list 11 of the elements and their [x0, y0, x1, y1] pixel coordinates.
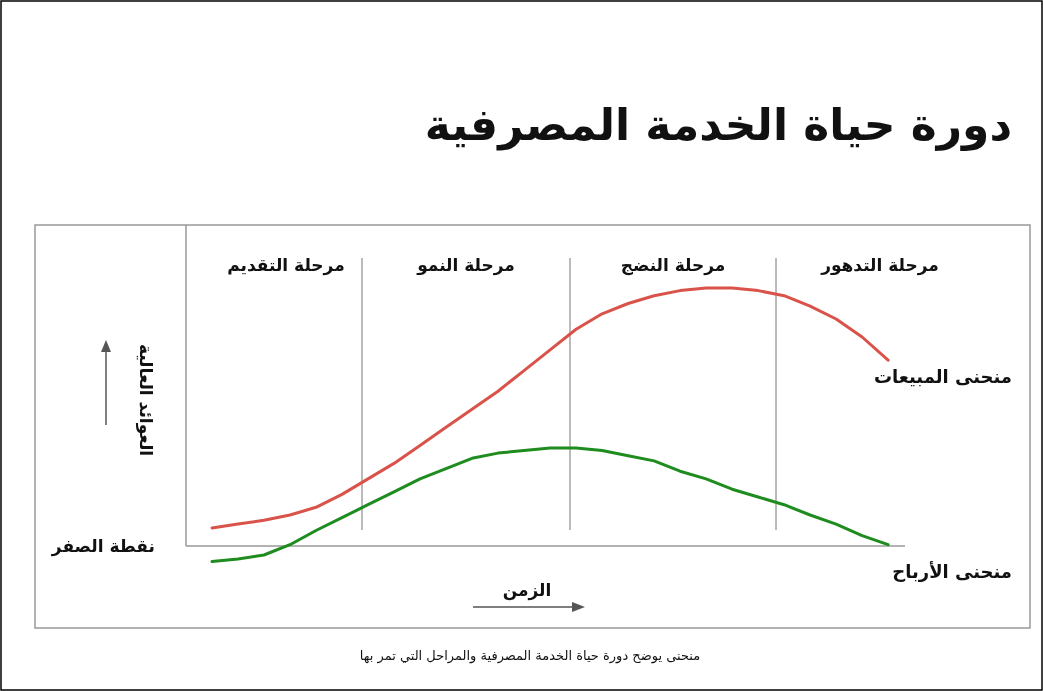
- text: مرحلة التدهور: [820, 255, 939, 276]
- x-axis-title: الزمن: [502, 580, 552, 601]
- series-label: منحنى الأرباح: [892, 561, 1012, 582]
- text: مرحلة التقديم: [227, 255, 345, 276]
- y-axis-title: العوائد العالية: [135, 343, 156, 457]
- text: نقطة الصفر: [50, 536, 155, 557]
- chart-title: دورة حياة الخدمة المصرفية: [424, 99, 1012, 151]
- text: مرحلة النضج: [620, 255, 726, 276]
- text: منحنى يوضح دورة حياة الخدمة المصرفية والمراحل التي تمر بها: [359, 648, 701, 664]
- text: مرحلة النمو: [416, 255, 515, 276]
- series-label: منحنى المبيعات: [874, 366, 1012, 387]
